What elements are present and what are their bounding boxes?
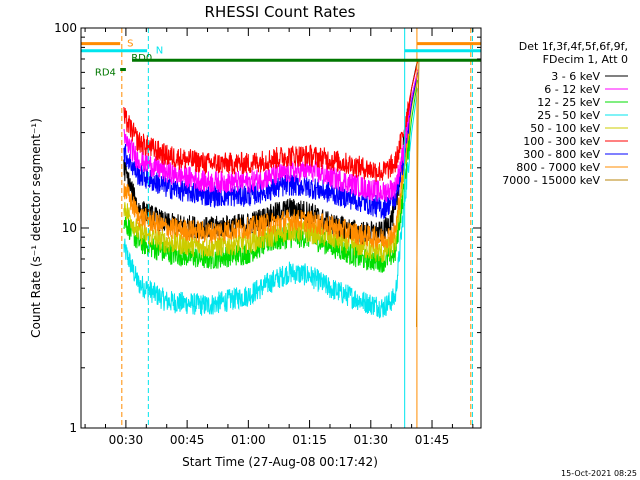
axes: 00:30 00:45 01:00 01:15 01:30 01:45 1 10 100	[54, 21, 482, 447]
legend-entry-label: 12 - 25 keV	[537, 96, 600, 109]
y-tick-label: 10	[62, 221, 77, 235]
flag-label-rd0: RD0	[131, 53, 152, 64]
series-line-6-12-kev	[123, 69, 419, 203]
x-tick-label: 01:30	[353, 433, 388, 447]
legend-header-line: FDecim 1, Att 0	[543, 53, 628, 66]
legend-entry-label: 7000 - 15000 keV	[502, 174, 600, 187]
flag-label-s: S	[127, 39, 133, 50]
flag-label-rd4: RD4	[95, 68, 116, 79]
footer-timestamp: 15-Oct-2021 08:25	[561, 469, 637, 478]
series-line-300-800-kev	[123, 72, 419, 219]
legend: Det 1f,3f,4f,5f,6f,9f,FDecim 1, Att 0 3 -…	[502, 40, 628, 187]
legend-entry-label: 800 - 7000 keV	[516, 161, 600, 174]
x-axis-label: Start Time (27-Aug-08 00:17:42)	[182, 455, 378, 469]
series-line-100-300-kev	[123, 61, 419, 182]
x-tick-label: 01:15	[292, 433, 327, 447]
y-tick-label: 100	[54, 21, 77, 35]
series-line-25-50-kev	[123, 88, 419, 319]
legend-entry-label: 25 - 50 keV	[537, 109, 600, 122]
x-tick-label: 00:30	[109, 433, 144, 447]
legend-header-line: Det 1f,3f,4f,5f,6f,9f,	[519, 40, 628, 53]
x-tick-label: 01:45	[415, 433, 450, 447]
series-line-800-7000-kev	[123, 72, 419, 251]
legend-entry-label: 3 - 6 keV	[551, 70, 600, 83]
legend-entry-label: 300 - 800 keV	[523, 148, 600, 161]
chart-title: RHESSI Count Rates	[205, 3, 356, 21]
x-tick-label: 00:45	[170, 433, 205, 447]
x-tick-label: 01:00	[231, 433, 266, 447]
legend-entry-label: 6 - 12 keV	[544, 83, 600, 96]
annotation-layer: S N RD0 RD4	[81, 28, 481, 428]
legend-entry-label: 50 - 100 keV	[530, 122, 600, 135]
flag-label-n: N	[156, 46, 163, 57]
y-tick-label: 1	[69, 421, 77, 435]
y-axis-label: Count Rate (s⁻¹ detector segment⁻¹)	[29, 118, 43, 338]
legend-entry-label: 100 - 300 keV	[523, 135, 600, 148]
